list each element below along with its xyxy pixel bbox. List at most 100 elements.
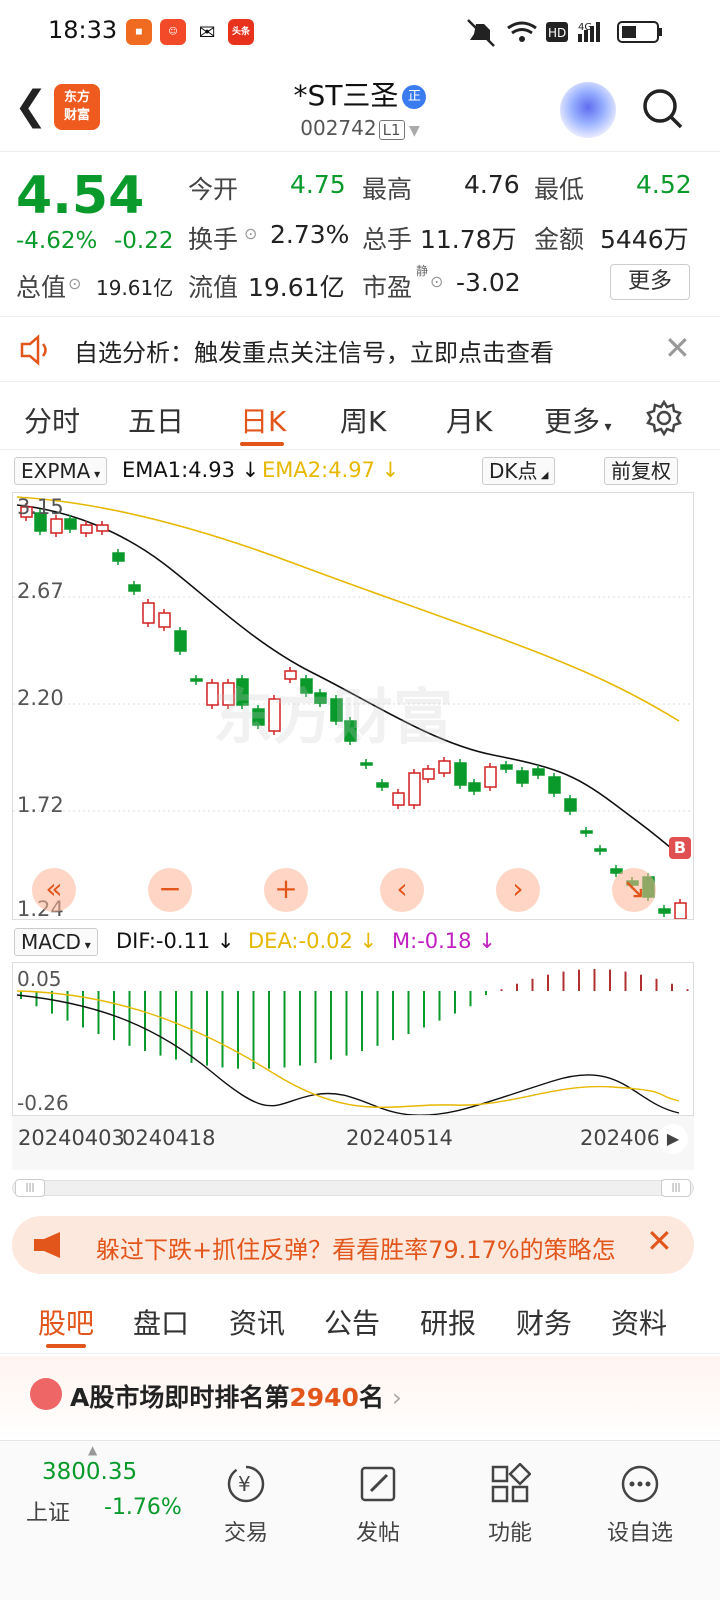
trade-icon: ¥ — [227, 1465, 265, 1503]
candle — [376, 782, 389, 788]
nav-trade[interactable]: ¥ 交易 — [196, 1463, 296, 1547]
tab-guba[interactable]: 股吧 — [38, 1307, 95, 1340]
candle — [300, 678, 313, 694]
candle — [658, 908, 671, 914]
strategy-banner[interactable]: 躲过下跌+抓住反弹？看看胜率79.17%的策略怎 ✕ — [12, 1216, 694, 1274]
indicator-select[interactable]: EXPMA ▾ — [14, 457, 108, 485]
pe-label: 市盈 — [362, 273, 413, 302]
candle — [438, 760, 451, 774]
chart-tab-bar: 分时 五日 日K 周K 月K 更多 ▾ — [0, 384, 720, 450]
scroll-handle-right[interactable]: ||| — [661, 1179, 691, 1197]
tab-finance[interactable]: 财务 — [516, 1307, 573, 1340]
low-label: 最低 — [534, 175, 585, 204]
macd-svg — [16, 969, 689, 1115]
dif-label: DIF:-0.11 ↓ — [116, 929, 235, 953]
info-tab-bar: 股吧 盘口 资讯 公告 研报 财务 资料 — [0, 1288, 720, 1354]
index-name[interactable]: 上证 — [26, 1501, 71, 1526]
tab-monthly-k[interactable]: 月K — [446, 405, 493, 438]
tab-profile[interactable]: 资料 — [611, 1307, 668, 1340]
price-axis-label: 3.15 — [17, 495, 64, 519]
macd-select[interactable]: MACD ▾ — [14, 928, 98, 956]
buy-marker[interactable]: B — [669, 837, 691, 859]
kline-chart[interactable]: 东方财富 3.15 2.67 2.20 1.72 1.24 B — [12, 492, 694, 921]
search-icon[interactable] — [640, 86, 684, 130]
ai-assistant-icon[interactable] — [560, 82, 616, 138]
tab-announcement[interactable]: 公告 — [324, 1307, 381, 1340]
zoom-out-button[interactable]: − — [148, 868, 192, 912]
tab-research[interactable]: 研报 — [420, 1307, 477, 1340]
date-axis: 20240403 0240418 20240514 202406 ▶ — [12, 1116, 694, 1170]
title-tag-icon: 正 — [402, 85, 427, 109]
chart-scrollbar[interactable]: ||| ||| — [12, 1179, 694, 1197]
scroll-right-button[interactable]: › — [496, 868, 540, 912]
candle — [422, 768, 435, 780]
nav-post[interactable]: 发帖 — [328, 1463, 428, 1547]
stock-title: *ST三圣正 — [0, 74, 720, 114]
change-value: -0.22 — [114, 228, 174, 254]
tab-daily-k[interactable]: 日K — [240, 405, 287, 438]
dk-button[interactable]: DK点 ◢ — [482, 457, 556, 485]
turnover-value: 2.73% — [270, 220, 350, 249]
candle — [360, 762, 373, 766]
info-icon[interactable]: ⊙ — [68, 274, 82, 293]
candle — [454, 762, 467, 786]
candle — [344, 720, 357, 742]
turnover-label: 换手 — [188, 225, 239, 254]
tab-active-indicator — [46, 1344, 86, 1348]
reset-view-button[interactable]: ↘ — [612, 868, 656, 912]
hd-icon — [546, 22, 568, 42]
index-value[interactable]: 3800.35 — [42, 1459, 138, 1485]
tab-intraday[interactable]: 分时 — [24, 405, 81, 438]
tab-news[interactable]: 资讯 — [229, 1307, 286, 1340]
ema1-label: EMA1:4.93 ↓ — [122, 458, 260, 482]
candle — [392, 792, 405, 806]
candle — [314, 692, 327, 704]
zoom-in-button[interactable]: + — [264, 868, 308, 912]
gear-icon[interactable] — [646, 400, 682, 436]
level-badge: L1 — [378, 120, 405, 140]
mcap-value: 19.61亿 — [96, 276, 174, 300]
more-dots-icon — [621, 1465, 659, 1503]
low-value: 4.52 — [636, 170, 692, 199]
candle — [206, 682, 219, 706]
status-time: 18:33 — [48, 16, 118, 44]
next-period-button[interactable]: ▶ — [658, 1124, 688, 1154]
eastmoney-logo[interactable]: 东方 财富 — [54, 84, 100, 130]
grid-icon — [491, 1462, 532, 1503]
candle — [484, 766, 497, 788]
macd-chart[interactable]: 0.05 -0.26 — [12, 962, 694, 1116]
wifi-icon — [507, 21, 537, 42]
dif-line — [16, 994, 680, 1115]
close-icon[interactable]: ✕ — [664, 329, 691, 367]
macd-axis-label: -0.26 — [17, 1091, 69, 1115]
dea-line — [16, 990, 680, 1108]
candle — [128, 584, 141, 592]
open-label: 今开 — [188, 175, 239, 204]
close-icon[interactable]: ✕ — [646, 1222, 673, 1260]
megaphone-icon — [34, 1232, 60, 1258]
candle — [236, 678, 249, 706]
rank-section[interactable]: A股市场即时排名第2940名 › — [0, 1356, 720, 1440]
index-change[interactable]: -1.76% — [104, 1495, 182, 1520]
tab-active-indicator — [240, 442, 284, 446]
tab-pankou[interactable]: 盘口 — [133, 1307, 190, 1340]
info-icon[interactable]: ⊙ — [430, 272, 444, 291]
stock-code[interactable]: 002742 L1 ▼ — [300, 116, 420, 140]
more-quote-button[interactable]: 更多 — [610, 264, 690, 300]
back-arrow-icon[interactable]: ❮ — [14, 83, 48, 129]
info-icon[interactable]: ⊙ — [244, 224, 258, 243]
scroll-left-fast-button[interactable]: « — [32, 868, 76, 912]
nav-functions[interactable]: 功能 — [460, 1462, 560, 1547]
tab-five-day[interactable]: 五日 — [128, 405, 185, 438]
scroll-handle-left[interactable]: ||| — [15, 1179, 45, 1197]
amount-label: 金额 — [534, 225, 585, 254]
nav-add-watchlist[interactable]: 设自选 — [590, 1463, 690, 1547]
pe-value: -3.02 — [456, 268, 521, 297]
scroll-left-button[interactable]: ‹ — [380, 868, 424, 912]
analysis-notice[interactable]: 自选分析：触发重点关注信号，立即点击查看 ✕ — [0, 316, 720, 382]
adjust-button[interactable]: 前复权 — [604, 457, 678, 485]
tab-more[interactable]: 更多 ▾ — [544, 405, 612, 438]
float-value: 19.61亿 — [248, 273, 345, 302]
candle — [330, 698, 343, 722]
tab-weekly-k[interactable]: 周K — [340, 405, 387, 438]
